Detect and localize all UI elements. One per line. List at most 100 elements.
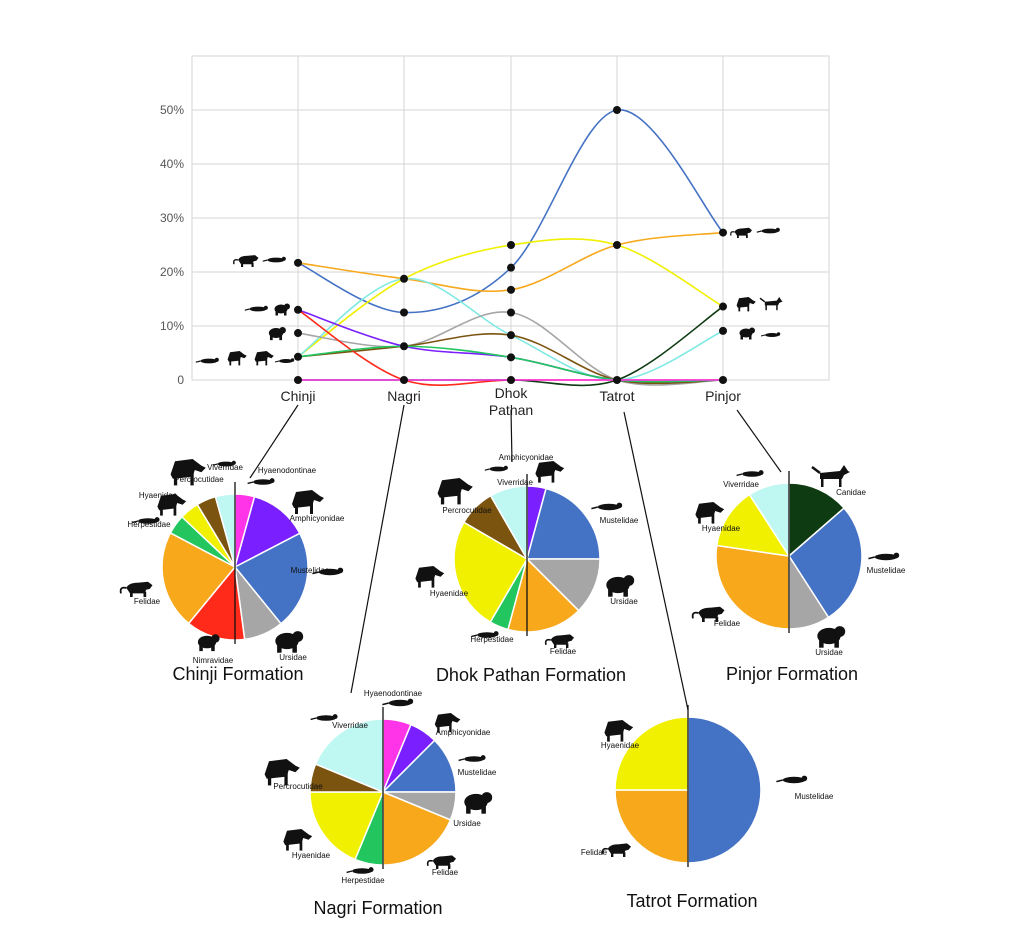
- leg-shape: [256, 359, 259, 366]
- head-shape: [480, 755, 486, 761]
- head-shape: [332, 714, 338, 720]
- tail-shape: [426, 859, 433, 866]
- tail-shape: [310, 717, 317, 721]
- pie-slice-label: Herpestidae: [470, 635, 514, 644]
- y-tick-label: 10%: [160, 319, 184, 333]
- leg-shape: [448, 864, 451, 869]
- leg-shape: [466, 805, 471, 814]
- percrocutid-icon: [254, 351, 274, 366]
- body-shape: [820, 465, 850, 479]
- tail-shape: [759, 297, 766, 303]
- pie-slice-label: Hyaenodontinae: [364, 689, 423, 698]
- pie-slice: [309, 791, 385, 861]
- head-shape: [292, 631, 304, 642]
- leg-shape: [190, 472, 194, 486]
- amphicyonid-icon: [434, 713, 461, 733]
- head-shape: [368, 867, 374, 873]
- head-shape: [801, 775, 808, 782]
- pie-slice: [525, 558, 601, 612]
- canid-icon: [811, 465, 850, 487]
- pie-slice-label: Ursidae: [279, 653, 307, 662]
- body-shape: [782, 776, 806, 784]
- y-tick-label: 0: [177, 373, 184, 387]
- ursid-icon: [464, 792, 493, 814]
- amphicyonid-icon: [292, 490, 324, 514]
- data-point: [719, 376, 727, 384]
- data-point: [507, 376, 515, 384]
- tail-shape: [811, 466, 821, 474]
- hyaenid-icon: [604, 720, 634, 742]
- pie-slice: [687, 716, 762, 864]
- leg-shape: [229, 359, 232, 366]
- head-shape: [776, 332, 781, 336]
- pie-slice-label: Mustelidae: [291, 566, 330, 575]
- viverrid-icon: [736, 470, 764, 477]
- leg-shape: [277, 644, 282, 653]
- pie-slice-label: Ursidae: [610, 597, 638, 606]
- body-shape: [550, 634, 574, 645]
- body-shape: [765, 333, 779, 337]
- hyaenid-icon: [415, 566, 445, 588]
- connector-line: [736, 409, 782, 473]
- pie-slice: [161, 531, 237, 625]
- leg-shape: [821, 478, 824, 487]
- leg-shape: [199, 644, 203, 652]
- leg-shape: [457, 491, 461, 505]
- mustelid-icon: [262, 256, 286, 263]
- data-point: [507, 285, 515, 294]
- mustelid-icon: [868, 552, 900, 561]
- pie-slice-label: Felidae: [432, 868, 459, 877]
- leg-shape: [747, 304, 750, 312]
- pie-chart: Hyaenodontinae Amphicyonidae Mustelidae Urs…: [127, 463, 344, 684]
- connector-lines: [249, 404, 782, 711]
- tail-shape: [601, 847, 608, 854]
- body-shape: [734, 227, 752, 236]
- pie-chart: Mustelidae Felidae Hyaenidae Tatrot Formati…: [581, 705, 834, 911]
- leg-shape: [436, 864, 439, 869]
- body-shape: [415, 566, 445, 583]
- leg-shape: [173, 474, 178, 486]
- pie-title: Chinji Formation: [172, 664, 303, 684]
- herpestid-icon: [132, 517, 160, 524]
- data-point: [294, 258, 302, 267]
- leg-shape: [241, 262, 244, 267]
- pie-slice-label: Percrocutidae: [174, 475, 224, 484]
- head-shape: [834, 626, 846, 637]
- leg-shape: [299, 839, 303, 851]
- leg-shape: [776, 304, 778, 311]
- felid-icon: [691, 606, 725, 622]
- head-shape: [263, 305, 268, 310]
- leg-shape: [711, 512, 715, 524]
- pie-slice-label: Viverridae: [497, 478, 533, 487]
- head-shape: [503, 465, 508, 470]
- hyaenid-icon: [283, 829, 313, 851]
- pie-slice-label: Hyaenidae: [292, 851, 331, 860]
- pie-slice-label: Amphicyonidae: [436, 728, 491, 737]
- hyaenid-icon: [227, 351, 247, 366]
- x-category-label: Dhok Pathan: [489, 385, 533, 418]
- y-tick-label: 20%: [160, 265, 184, 279]
- pie-slice: [614, 716, 689, 791]
- tail-shape: [312, 571, 319, 575]
- line-chart: 0 10% 20% 30% 40% 50% Chinji Nagri Dhok Pathan Tat…: [160, 55, 830, 418]
- tail-shape: [132, 520, 139, 524]
- body-shape: [607, 843, 631, 854]
- x-category-label: Tatrot: [599, 388, 634, 404]
- leg-shape: [440, 493, 445, 505]
- pie-slice: [788, 507, 863, 619]
- leg-shape: [611, 852, 614, 857]
- pie-charts: Hyaenodontinae Amphicyonidae Mustelidae Urs…: [127, 453, 905, 918]
- pie-slice-label: Viverridae: [723, 480, 759, 489]
- pie-chart: Canidae Mustelidae Ursidae Felidae Hyaenidae…: [702, 471, 906, 684]
- leg-shape: [749, 335, 752, 340]
- pie-slice-label: Mustelidae: [867, 566, 906, 575]
- herpestid-icon: [195, 357, 219, 364]
- percrocutid-icon: [437, 478, 473, 505]
- head-shape: [493, 631, 499, 637]
- body-shape: [695, 502, 725, 519]
- tail-shape: [119, 586, 127, 594]
- tail-shape: [591, 506, 598, 510]
- data-point: [507, 331, 515, 340]
- connector-line: [623, 411, 689, 711]
